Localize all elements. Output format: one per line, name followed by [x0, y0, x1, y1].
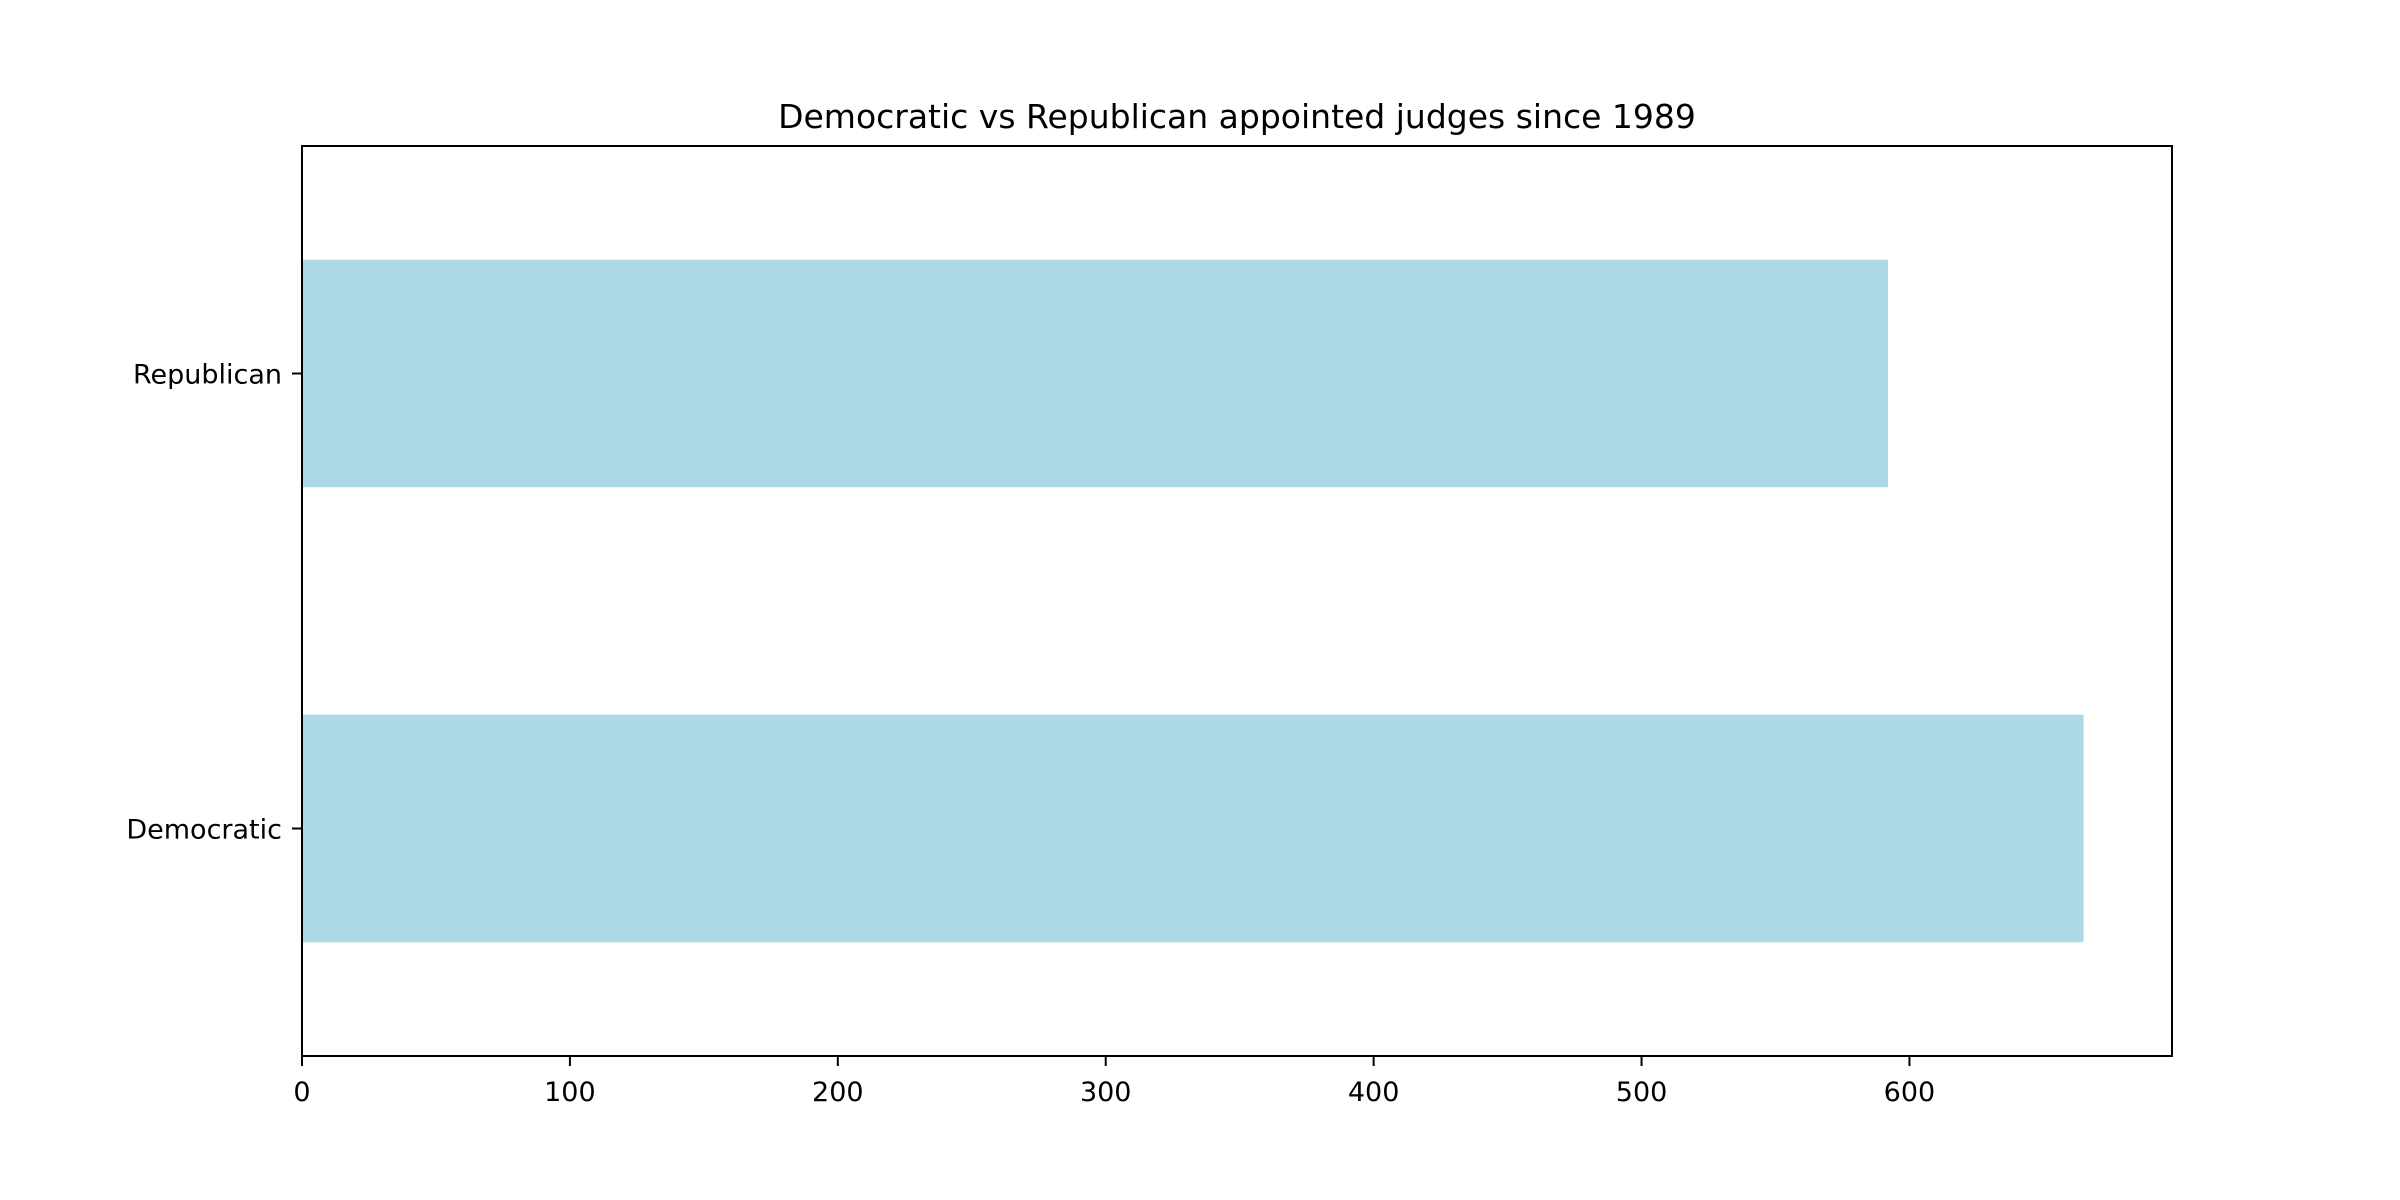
x-axis: 0 100 200 300 400 500 600 [293, 1056, 1935, 1108]
x-tick-label: 0 [293, 1077, 310, 1108]
y-axis: Democratic Republican [126, 360, 302, 846]
bars-group [302, 259, 2084, 943]
bar-democratic [302, 714, 2084, 943]
bar-republican [302, 259, 1889, 488]
x-tick-label: 500 [1616, 1077, 1668, 1108]
x-tick-label: 200 [812, 1077, 864, 1108]
x-tick-label: 100 [544, 1077, 596, 1108]
plot-frame [301, 145, 2173, 1057]
y-tick-label: Republican [133, 360, 282, 391]
x-tick-label: 400 [1348, 1077, 1400, 1108]
y-tick-label: Democratic [126, 815, 282, 846]
x-tick-label: 600 [1884, 1077, 1936, 1108]
chart-title: Democratic vs Republican appointed judge… [778, 97, 1696, 136]
x-tick-label: 300 [1080, 1077, 1132, 1108]
